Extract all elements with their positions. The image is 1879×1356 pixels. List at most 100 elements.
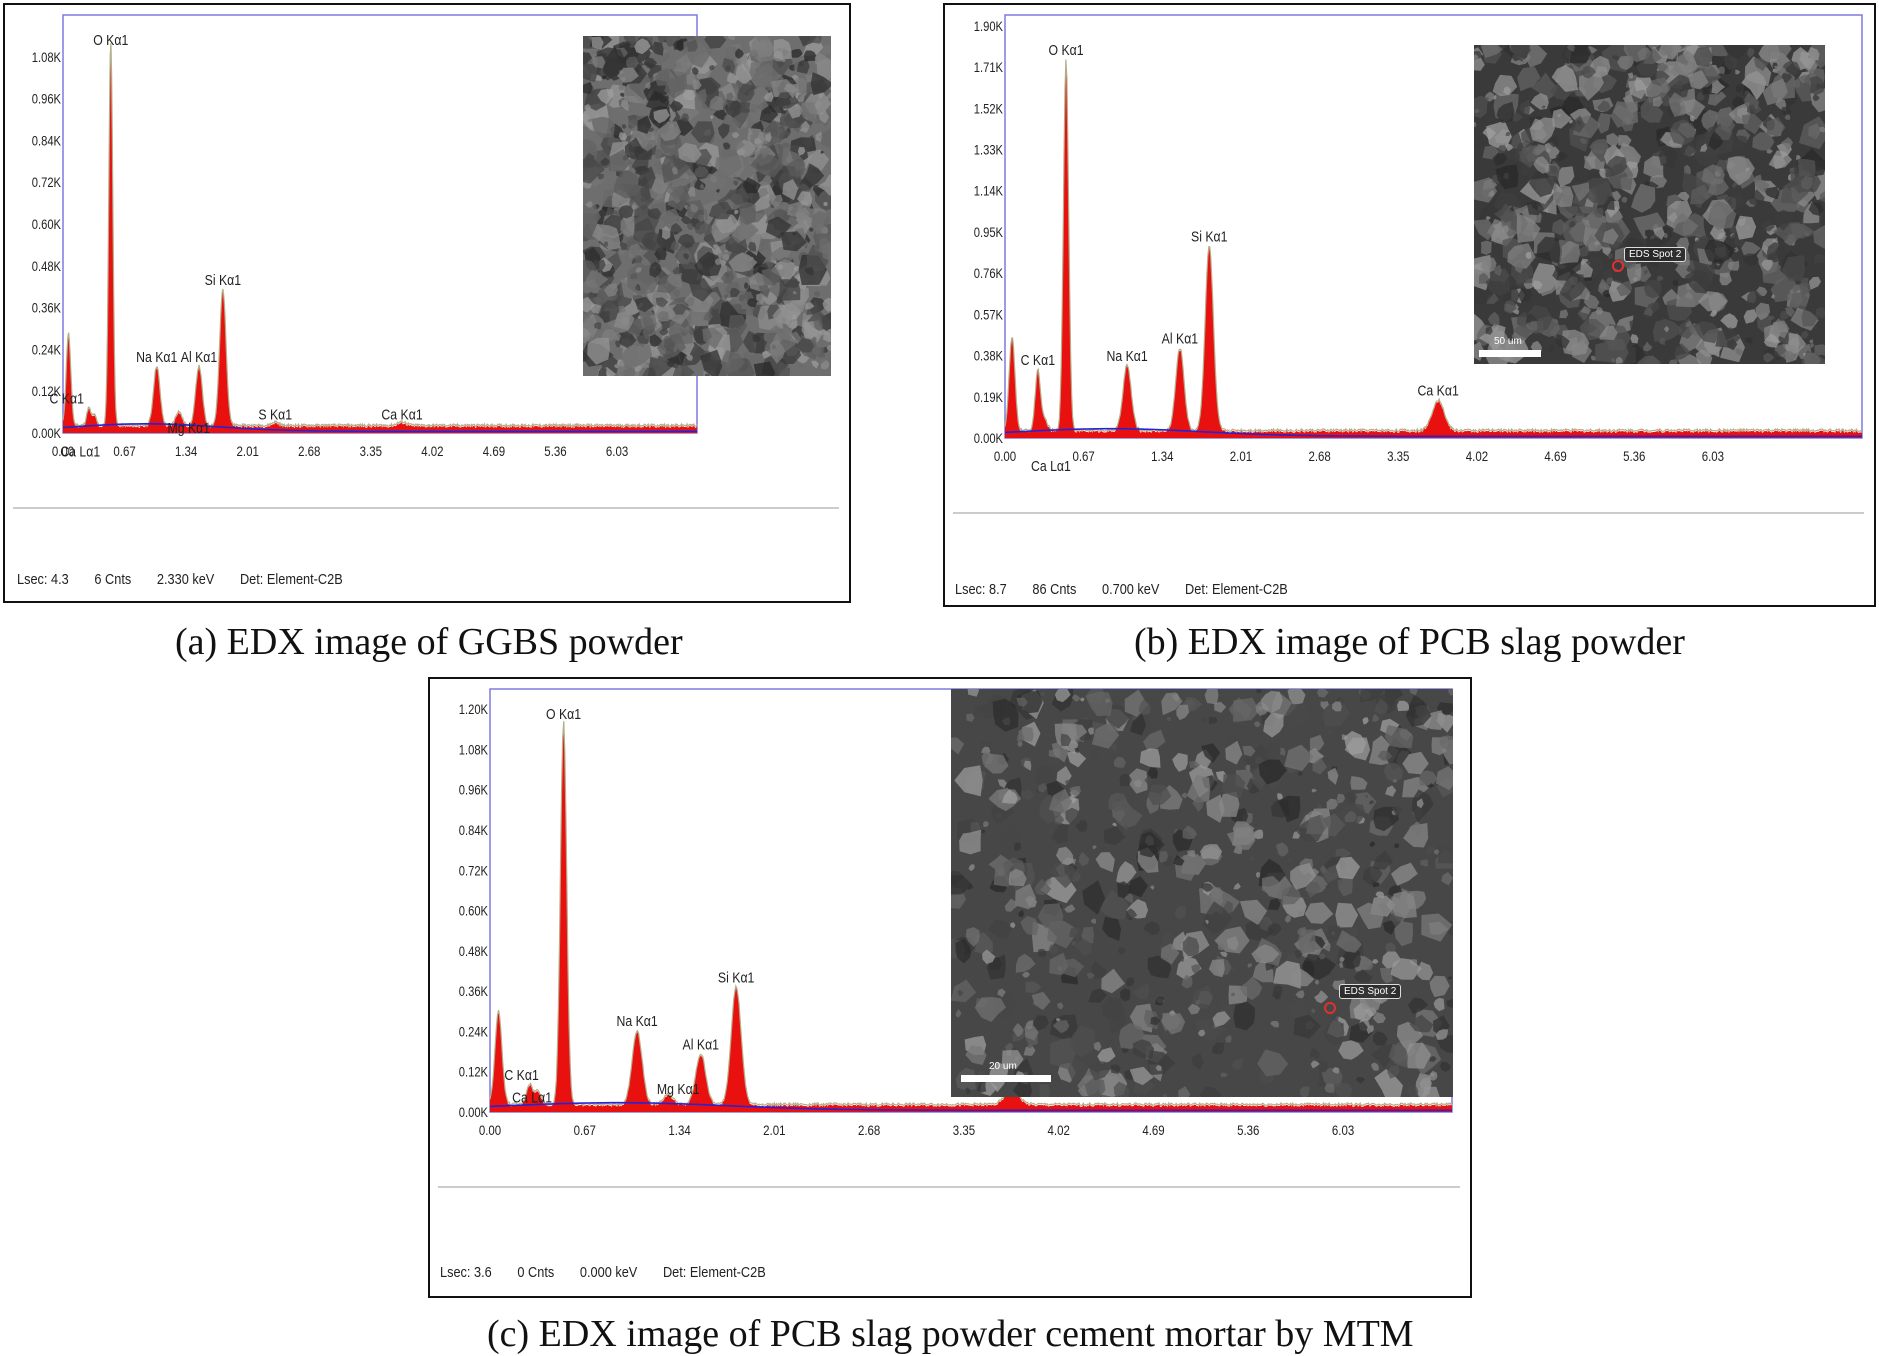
eds-spot-label: EDS Spot 2 [1624,247,1687,262]
x-tick-label: 0.67 [113,443,135,459]
x-tick-label: 6.03 [606,443,628,459]
peak-label: S Kα1 [258,406,292,422]
y-tick-label: 0.48K [459,944,489,959]
x-tick-label: 4.69 [483,443,505,459]
y-tick-label: 0.76K [974,266,1004,281]
x-tick-label: 2.68 [858,1122,880,1138]
eds-spot-marker [1324,1002,1336,1014]
y-tick-label: 0.84K [459,823,489,838]
status-kev: 0.000 keV [579,1264,638,1281]
y-tick-label: 0.19K [974,390,1004,405]
y-tick-label: 0.48K [32,259,62,274]
x-tick-label: 0.67 [574,1122,596,1138]
x-tick-label: 6.03 [1702,448,1724,464]
x-tick-label: 2.68 [298,443,320,459]
edx-spectrum-c: 0.00K 0.12K 0.24K 0.36K 0.48K 0.60K 0.72K 0.84K… [438,688,1460,1188]
peak-label: C Kα1 [504,1067,538,1083]
y-tick-label: 1.33K [974,142,1004,157]
peak-label: O Kα1 [93,32,128,48]
status-lsec: Lsec: 3.6 [440,1264,492,1281]
edx-panel-a: 0.00K 0.12K 0.24K 0.36K 0.48K 0.60K 0.72K 0.84K… [3,3,851,603]
y-tick-label: 0.84K [32,133,62,148]
peak-label: Na Kα1 [136,349,177,365]
edx-panel-b: 0.00K 0.19K 0.38K 0.57K 0.76K 0.95K 1.14K 1.33K… [943,3,1876,607]
sem-texture [583,36,831,376]
eds-spot-label: EDS Spot 2 [1339,984,1402,999]
y-tick-label: 0.60K [32,217,62,232]
edx-spectrum-b: 0.00K 0.19K 0.38K 0.57K 0.76K 0.95K 1.14K 1.33K… [953,14,1864,514]
x-tick-label: 4.02 [1048,1122,1070,1138]
peak-label: Mg Kα1 [167,420,210,436]
x-tick-label: 5.36 [1623,448,1645,464]
x-tick-label: 2.01 [237,443,259,459]
peak-label: C Kα1 [1021,352,1055,368]
y-tick-label: 0.60K [459,903,489,918]
x-tick-label: 6.03 [1332,1122,1354,1138]
scale-bar-label: 50 um [1494,336,1522,347]
y-tick-label: 1.14K [974,184,1004,199]
x-tick-label: 5.36 [544,443,566,459]
sem-texture [951,689,1453,1097]
x-tick-label: 4.69 [1142,1122,1164,1138]
caption-b: (b) EDX image of PCB slag powder [1134,621,1685,663]
status-lsec: Lsec: 4.3 [17,571,69,588]
status-bar-c: Lsec: 3.6 0 Cnts 0.000 keV Det: Element-… [440,1264,788,1281]
y-tick-label: 0.00K [974,431,1004,446]
caption-c: (c) EDX image of PCB slag powder cement … [487,1313,1414,1355]
y-tick-label: 1.08K [32,50,62,65]
x-tick-label: 2.01 [1230,448,1252,464]
peak-label: Si Kα1 [205,272,241,288]
status-bar-b: Lsec: 8.7 86 Cnts 0.700 keV Det: Element… [955,581,1310,598]
x-tick-label: 1.34 [668,1122,690,1138]
y-tick-label: 0.96K [32,91,62,106]
y-tick-label: 0.95K [974,225,1004,240]
scale-bar [1479,350,1541,357]
y-tick-label: 0.38K [974,348,1004,363]
peak-label: Ca Lα1 [512,1089,552,1105]
background-line [62,423,697,433]
status-lsec: Lsec: 8.7 [955,581,1007,598]
x-tick-label: 4.02 [1466,448,1488,464]
x-tick-label: 3.35 [953,1122,975,1138]
peak-label: O Kα1 [546,706,581,722]
status-counts: 6 Cnts [94,571,132,588]
scale-bar-label: 20 um [989,1061,1017,1072]
y-tick-label: 0.57K [974,307,1004,322]
y-tick-label: 0.36K [32,300,62,315]
y-tick-label: 1.52K [974,101,1004,116]
sem-micrograph-a [583,36,831,376]
peak-label: Ca Lα1 [1031,458,1071,474]
x-tick-label: 1.34 [1151,448,1173,464]
status-counts: 0 Cnts [517,1264,555,1281]
sem-micrograph-c: EDS Spot 2 20 um [951,689,1453,1097]
caption-a: (a) EDX image of GGBS powder [175,621,683,663]
peak-label: O Kα1 [1048,42,1083,58]
sem-texture [1474,45,1825,364]
x-tick-label: 0.00 [994,448,1016,464]
x-tick-label: 2.01 [763,1122,785,1138]
y-tick-label: 0.72K [459,863,489,878]
edx-spectrum-a: 0.00K 0.12K 0.24K 0.36K 0.48K 0.60K 0.72K 0.84K… [13,14,839,509]
peak-label: Na Kα1 [1106,348,1147,364]
y-tick-label: 0.24K [459,1024,489,1039]
edx-panel-c: 0.00K 0.12K 0.24K 0.36K 0.48K 0.60K 0.72K 0.84K… [428,677,1472,1298]
x-tick-label: 5.36 [1237,1122,1259,1138]
x-tick-label: 2.68 [1308,448,1330,464]
scale-bar [961,1075,1051,1082]
y-tick-label: 1.08K [459,742,489,757]
peak-label: Si Kα1 [1191,228,1227,244]
peak-label: Ca Kα1 [381,406,422,422]
sem-micrograph-b: EDS Spot 2 50 um [1474,45,1825,364]
x-tick-label: 4.02 [421,443,443,459]
y-tick-label: 0.00K [32,426,62,441]
eds-spot-marker [1612,260,1624,272]
status-detector: Det: Element-C2B [239,571,343,588]
peak-label: C Kα1 [50,390,84,406]
peak-label: Na Kα1 [616,1013,657,1029]
status-detector: Det: Element-C2B [662,1264,766,1281]
x-tick-label: 4.69 [1544,448,1566,464]
x-tick-label: 0.00 [52,443,74,459]
status-kev: 2.330 keV [156,571,215,588]
y-tick-label: 0.36K [459,984,489,999]
background-line [1004,427,1862,438]
